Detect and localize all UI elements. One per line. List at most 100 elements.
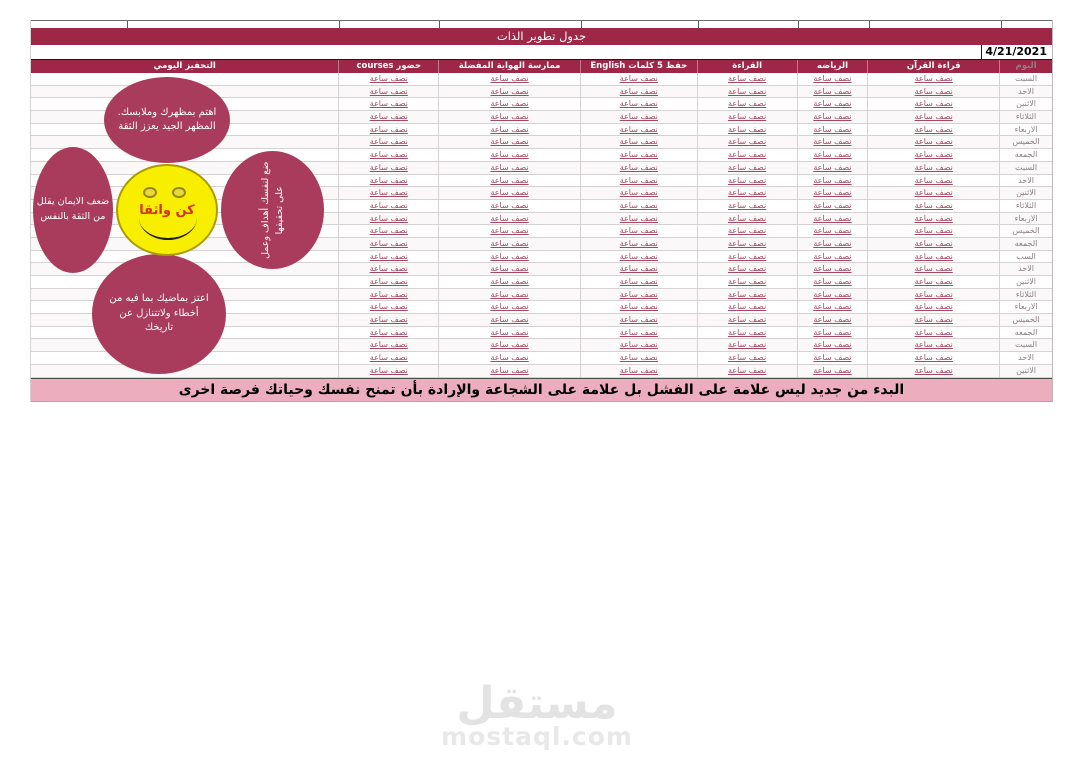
schedule-cell[interactable]: نصف ساعة (338, 225, 438, 237)
schedule-cell[interactable]: نصف ساعة (696, 250, 797, 263)
day-cell[interactable]: الاحد (999, 85, 1052, 98)
schedule-cell[interactable]: نصف ساعة (867, 174, 999, 187)
day-cell[interactable]: الثلاثاء (999, 288, 1052, 301)
schedule-cell[interactable]: نصف ساعة (796, 276, 868, 288)
day-cell[interactable]: السبت (999, 73, 1052, 85)
day-cell[interactable]: الاثنين (999, 276, 1052, 288)
schedule-cell[interactable]: نصف ساعة (338, 123, 438, 136)
schedule-cell[interactable]: نصف ساعة (796, 161, 868, 174)
schedule-cell[interactable]: نصف ساعة (579, 225, 697, 237)
schedule-cell[interactable]: نصف ساعة (579, 276, 697, 288)
schedule-cell[interactable]: نصف ساعة (696, 314, 797, 326)
schedule-cell[interactable]: نصف ساعة (438, 149, 580, 161)
schedule-cell[interactable]: نصف ساعة (579, 73, 697, 85)
schedule-cell[interactable]: نصف ساعة (867, 225, 999, 237)
schedule-cell[interactable]: نصف ساعة (438, 199, 580, 212)
schedule-cell[interactable]: نصف ساعة (796, 174, 868, 187)
schedule-cell[interactable]: نصف ساعة (796, 364, 868, 377)
day-cell[interactable]: الاربعاء (999, 212, 1052, 225)
schedule-cell[interactable]: نصف ساعة (438, 73, 580, 85)
schedule-cell[interactable]: نصف ساعة (696, 98, 797, 111)
schedule-cell[interactable]: نصف ساعة (438, 364, 580, 377)
schedule-cell[interactable]: نصف ساعة (579, 237, 697, 250)
header-quran-reading[interactable]: قراءة القرآن (867, 60, 999, 73)
schedule-cell[interactable]: نصف ساعة (696, 237, 797, 250)
schedule-cell[interactable]: نصف ساعة (796, 73, 868, 85)
day-cell[interactable]: الخميس (999, 225, 1052, 237)
day-cell[interactable]: الاربعاء (999, 301, 1052, 314)
schedule-cell[interactable]: نصف ساعة (867, 85, 999, 98)
day-cell[interactable]: الثلاثاء (999, 111, 1052, 123)
schedule-cell[interactable]: نصف ساعة (696, 111, 797, 123)
schedule-cell[interactable]: نصف ساعة (867, 149, 999, 161)
schedule-cell[interactable]: نصف ساعة (696, 174, 797, 187)
schedule-cell[interactable]: نصف ساعة (338, 136, 438, 149)
schedule-cell[interactable]: نصف ساعة (696, 149, 797, 161)
schedule-cell[interactable]: نصف ساعة (438, 225, 580, 237)
day-cell[interactable]: الخميس (999, 136, 1052, 149)
schedule-cell[interactable]: نصف ساعة (796, 212, 868, 225)
schedule-cell[interactable]: نصف ساعة (796, 237, 868, 250)
schedule-cell[interactable]: نصف ساعة (796, 352, 868, 364)
schedule-cell[interactable]: نصف ساعة (867, 314, 999, 326)
schedule-cell[interactable]: نصف ساعة (579, 263, 697, 275)
schedule-cell[interactable]: نصف ساعة (338, 288, 438, 301)
schedule-cell[interactable]: نصف ساعة (796, 263, 868, 275)
schedule-cell[interactable]: نصف ساعة (338, 111, 438, 123)
day-cell[interactable]: الثلاثاء (999, 199, 1052, 212)
schedule-cell[interactable]: نصف ساعة (696, 326, 797, 339)
schedule-cell[interactable]: نصف ساعة (867, 199, 999, 212)
schedule-cell[interactable]: نصف ساعة (438, 339, 580, 352)
day-cell[interactable]: الخميس (999, 314, 1052, 326)
schedule-cell[interactable]: نصف ساعة (579, 85, 697, 98)
schedule-cell[interactable]: نصف ساعة (696, 352, 797, 364)
schedule-cell[interactable]: نصف ساعة (579, 149, 697, 161)
schedule-cell[interactable]: نصف ساعة (579, 364, 697, 377)
schedule-cell[interactable]: نصف ساعة (338, 314, 438, 326)
schedule-cell[interactable]: نصف ساعة (579, 326, 697, 339)
schedule-cell[interactable]: نصف ساعة (438, 111, 580, 123)
schedule-cell[interactable]: نصف ساعة (438, 85, 580, 98)
schedule-cell[interactable]: نصف ساعة (579, 187, 697, 199)
schedule-cell[interactable]: نصف ساعة (696, 136, 797, 149)
schedule-cell[interactable]: نصف ساعة (867, 263, 999, 275)
schedule-cell[interactable]: نصف ساعة (867, 250, 999, 263)
schedule-cell[interactable]: نصف ساعة (338, 73, 438, 85)
schedule-cell[interactable]: نصف ساعة (338, 149, 438, 161)
schedule-cell[interactable]: نصف ساعة (338, 364, 438, 377)
schedule-cell[interactable]: نصف ساعة (696, 364, 797, 377)
day-cell[interactable]: الاثنين (999, 364, 1052, 377)
schedule-cell[interactable]: نصف ساعة (696, 263, 797, 275)
schedule-cell[interactable]: نصف ساعة (696, 73, 797, 85)
schedule-cell[interactable]: نصف ساعة (579, 212, 697, 225)
schedule-cell[interactable]: نصف ساعة (696, 288, 797, 301)
day-cell[interactable]: الاحد (999, 352, 1052, 364)
day-cell[interactable]: الاحد (999, 174, 1052, 187)
header-day[interactable]: اليوم (999, 60, 1052, 73)
schedule-cell[interactable]: نصف ساعة (579, 136, 697, 149)
schedule-cell[interactable]: نصف ساعة (438, 174, 580, 187)
schedule-cell[interactable]: نصف ساعة (796, 250, 868, 263)
schedule-cell[interactable]: نصف ساعة (338, 212, 438, 225)
day-cell[interactable]: الاثنين (999, 98, 1052, 111)
day-cell[interactable]: السبت (999, 161, 1052, 174)
schedule-cell[interactable]: نصف ساعة (438, 98, 580, 111)
schedule-cell[interactable]: نصف ساعة (338, 174, 438, 187)
schedule-cell[interactable]: نصف ساعة (338, 199, 438, 212)
date-value[interactable]: 4/21/2021 (981, 45, 1050, 59)
schedule-cell[interactable]: نصف ساعة (338, 161, 438, 174)
schedule-cell[interactable]: نصف ساعة (867, 237, 999, 250)
header-english-words[interactable]: حفظ 5 كلمات English (579, 60, 697, 73)
schedule-cell[interactable]: نصف ساعة (338, 352, 438, 364)
schedule-cell[interactable]: نصف ساعة (796, 326, 868, 339)
schedule-cell[interactable]: نصف ساعة (867, 187, 999, 199)
schedule-cell[interactable]: نصف ساعة (867, 364, 999, 377)
header-courses[interactable]: حضور courses (338, 60, 438, 73)
schedule-cell[interactable]: نصف ساعة (867, 339, 999, 352)
schedule-cell[interactable]: نصف ساعة (438, 237, 580, 250)
schedule-cell[interactable]: نصف ساعة (579, 111, 697, 123)
schedule-cell[interactable]: نصف ساعة (696, 85, 797, 98)
schedule-cell[interactable]: نصف ساعة (579, 98, 697, 111)
schedule-cell[interactable]: نصف ساعة (579, 161, 697, 174)
schedule-cell[interactable]: نصف ساعة (438, 212, 580, 225)
